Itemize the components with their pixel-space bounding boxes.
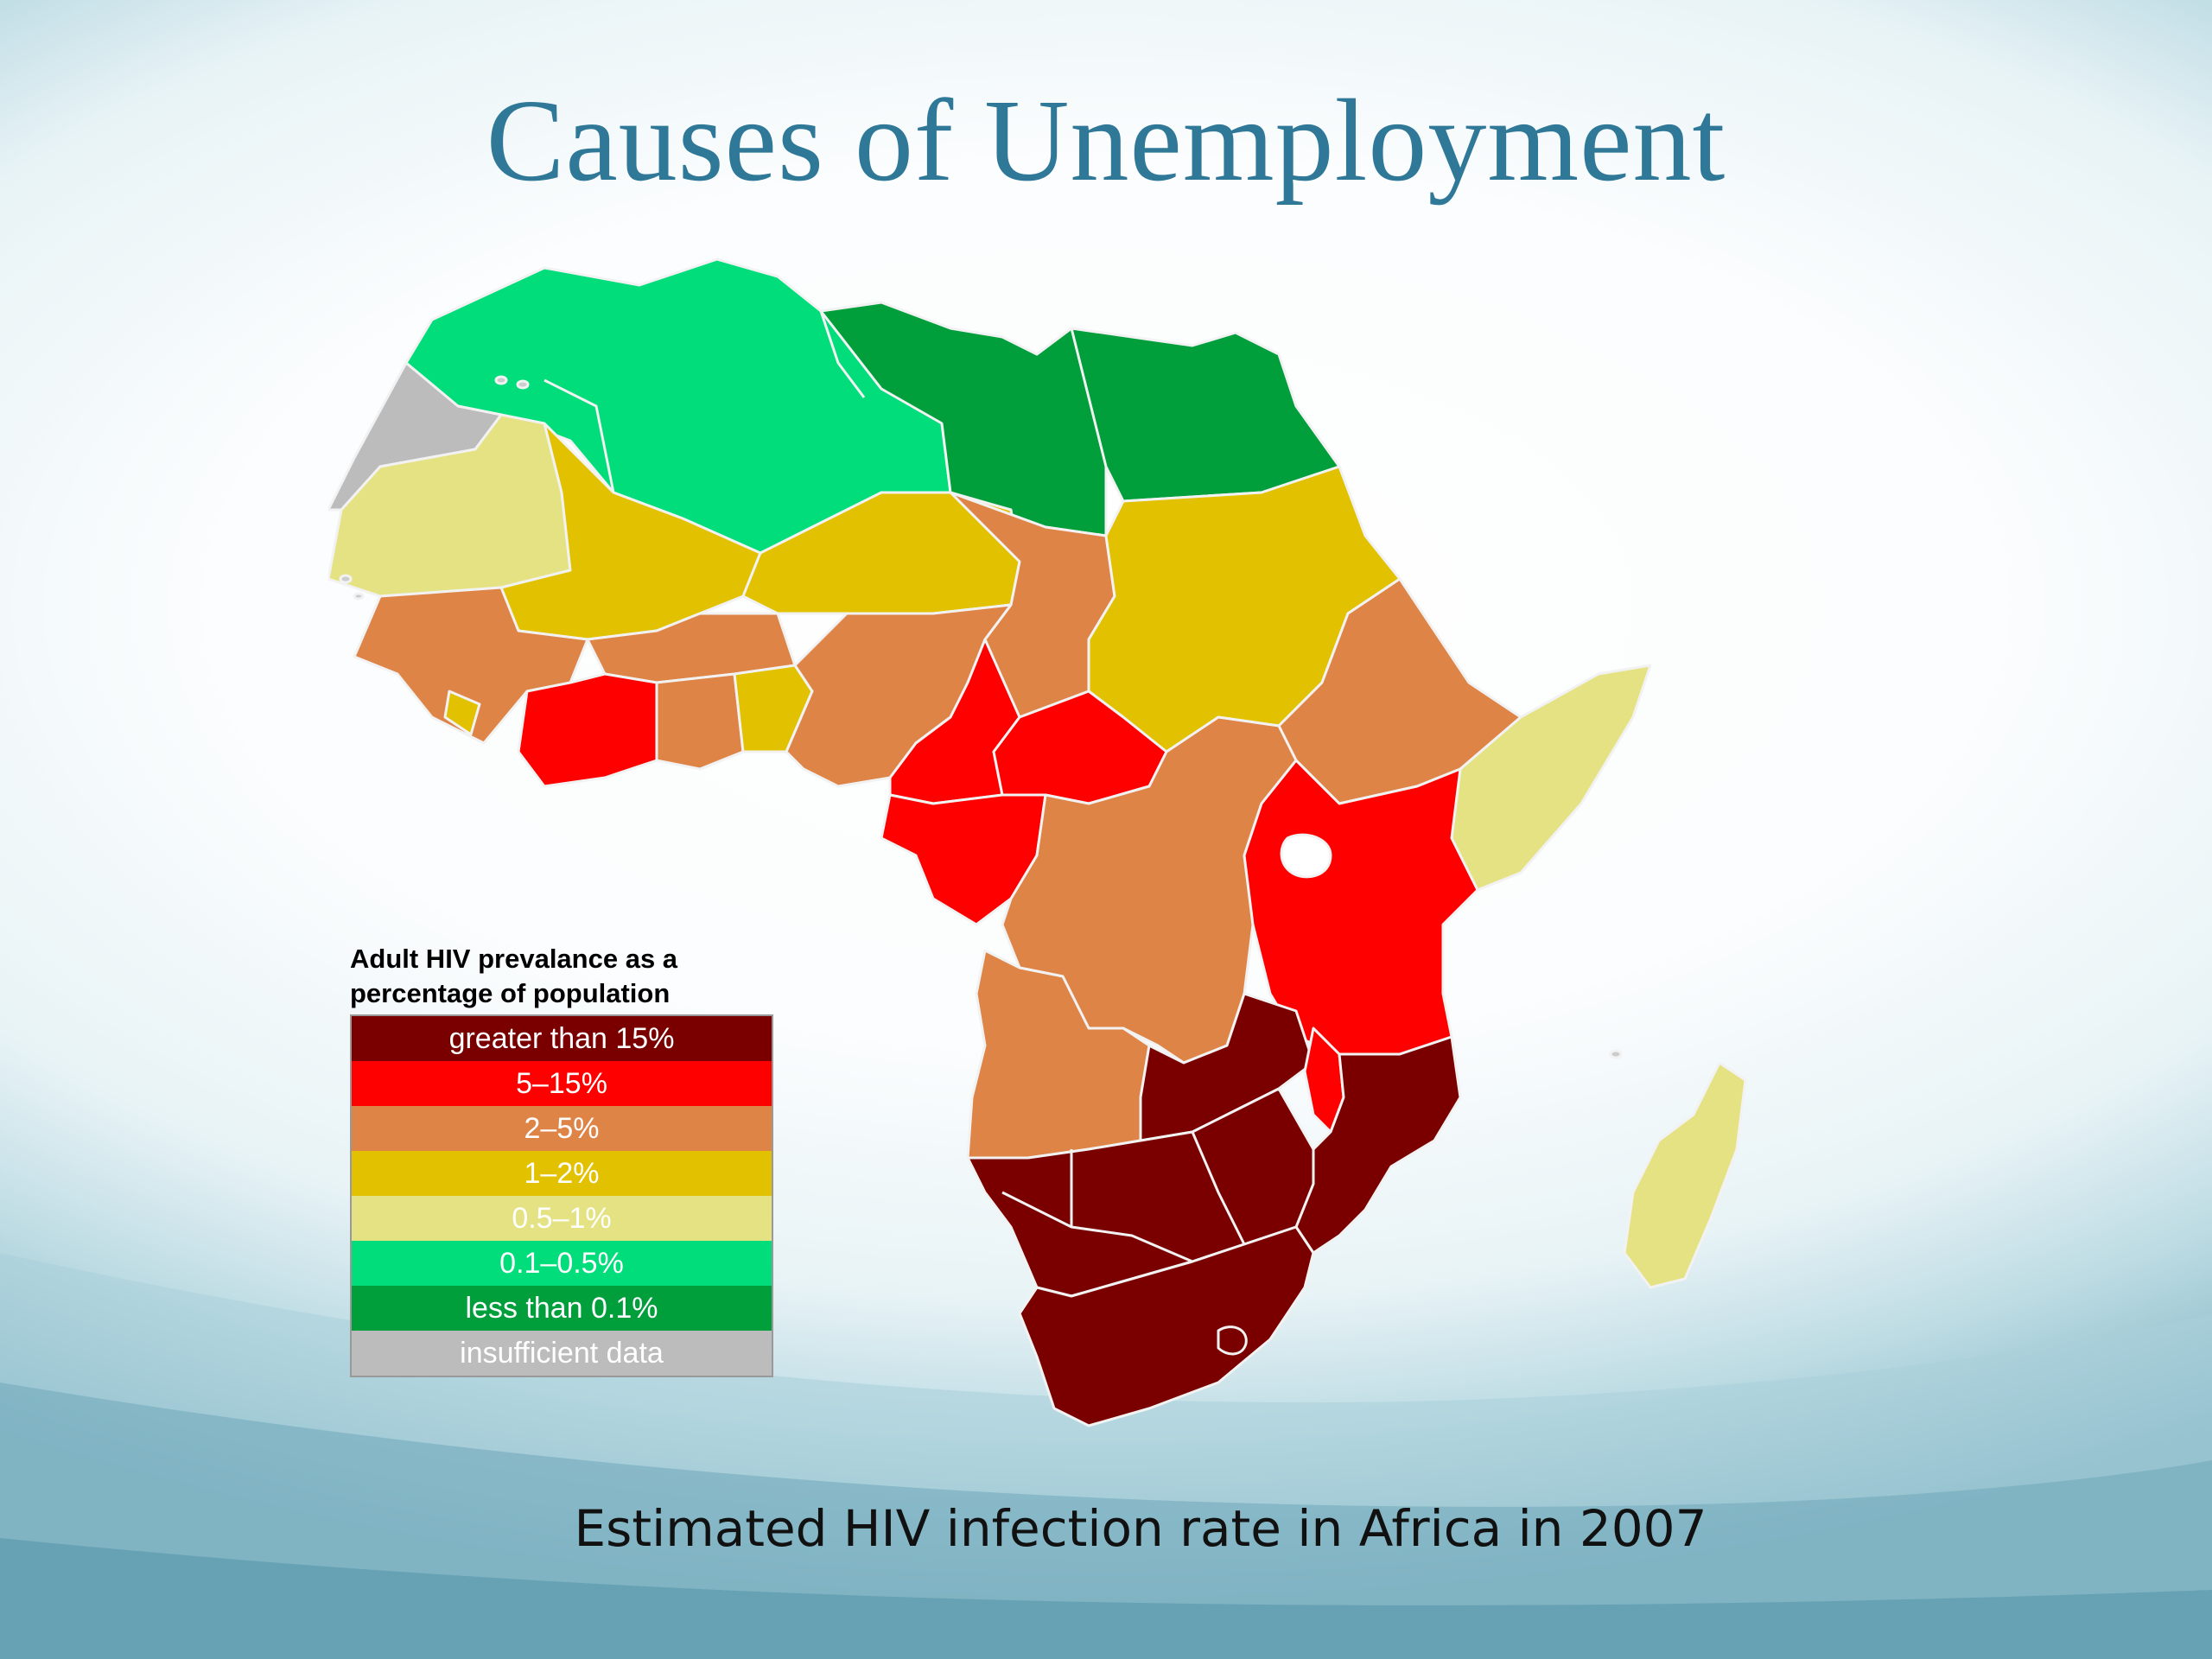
region-liberia-small [443,690,481,736]
legend-title: Adult HIV prevalance as a percentage of … [350,944,678,1008]
legend-item: greater than 15% [352,1016,772,1061]
lake-victoria [1280,833,1332,879]
legend-item: 1–2% [352,1151,772,1196]
region-zambia [1139,992,1315,1142]
region-zimbabwe-botswana-namibia [966,1087,1315,1298]
legend-item: 0.1–0.5% [352,1241,772,1286]
africa-hiv-map [328,257,1747,1427]
legend-item: 5–15% [352,1061,772,1106]
island-canaries-2 [516,379,530,390]
legend-box: greater than 15% 5–15% 2–5% 1–2% 0.5–1% … [350,1014,773,1377]
region-maghreb-border-1 [543,378,615,493]
island-cape-verde-1 [339,574,353,584]
region-lesotho [1217,1325,1248,1356]
slide-title: Causes of Unemployment [486,76,1726,206]
map-legend: Adult HIV prevalance as a percentage of … [350,942,773,1377]
slide-caption: Estimated HIV infection rate in Africa i… [574,1499,1707,1558]
legend-item: 0.5–1% [352,1196,772,1241]
legend-item: less than 0.1% [352,1286,772,1331]
region-south-africa [1018,1225,1315,1427]
legend-item: 2–5% [352,1106,772,1151]
island-comoros [1609,1049,1623,1059]
island-canaries-1 [494,375,508,385]
region-borders-south [1001,1131,1246,1263]
region-mozambique [1294,1035,1462,1255]
island-cape-verde-2 [353,592,365,601]
legend-item: insufficient data [352,1331,772,1376]
region-cote-divoire [517,672,658,788]
region-maghreb-border-2 [819,310,866,398]
region-madagascar [1623,1061,1747,1289]
region-ghana-togo [655,672,745,771]
region-egypt [1070,327,1341,503]
